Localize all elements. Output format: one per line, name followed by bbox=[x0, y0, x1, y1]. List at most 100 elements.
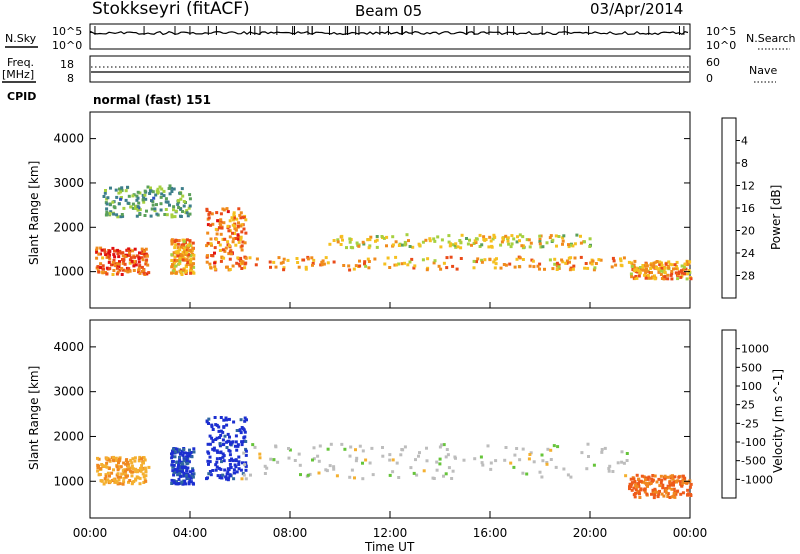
power-cell bbox=[619, 257, 622, 261]
velocity-cell bbox=[686, 488, 690, 492]
nsky-tick-bottom: 10^0 bbox=[52, 39, 82, 52]
velocity-cell bbox=[215, 457, 219, 461]
power-cell bbox=[527, 238, 531, 242]
power-cell bbox=[165, 213, 169, 217]
velocity-cell bbox=[417, 454, 420, 458]
power-cell bbox=[167, 187, 171, 190]
power-cell bbox=[120, 273, 124, 276]
power-cell bbox=[652, 261, 656, 265]
velocity-cell bbox=[228, 435, 231, 439]
power-cell bbox=[213, 267, 217, 271]
velocity-cell bbox=[120, 472, 124, 476]
power-cell bbox=[176, 202, 180, 206]
velocity-cell bbox=[108, 474, 111, 478]
velocity-cell bbox=[243, 416, 247, 420]
power-cell bbox=[493, 235, 497, 239]
power-cell bbox=[304, 265, 308, 269]
power-cell bbox=[489, 239, 493, 243]
power-cell bbox=[183, 270, 187, 274]
power-cell bbox=[140, 247, 144, 251]
power-cell bbox=[635, 276, 639, 280]
velocity-cell bbox=[175, 460, 179, 464]
power-cell bbox=[119, 196, 123, 199]
power-colorbar-tick-label: 4 bbox=[741, 135, 748, 148]
power-cell bbox=[126, 185, 129, 189]
power-cell bbox=[440, 238, 444, 242]
power-cell bbox=[637, 274, 641, 278]
power-cell bbox=[254, 263, 258, 267]
velocity-cell bbox=[240, 426, 244, 429]
power-cell bbox=[231, 231, 234, 235]
velocity-cell bbox=[556, 445, 560, 449]
velocity-cell bbox=[102, 482, 106, 486]
power-cell bbox=[586, 266, 590, 270]
power-cell bbox=[219, 212, 223, 216]
velocity-colorbar-tick-label: 25 bbox=[741, 399, 755, 412]
power-cell bbox=[174, 243, 178, 247]
power-cell bbox=[445, 266, 449, 270]
power-cell bbox=[181, 194, 185, 198]
velocity-cell bbox=[637, 477, 641, 481]
velocity-cell bbox=[174, 450, 178, 454]
power-cell bbox=[630, 275, 634, 279]
velocity-cell bbox=[234, 458, 238, 462]
power-cell bbox=[588, 237, 592, 241]
power-cell bbox=[244, 256, 248, 260]
power-cell bbox=[101, 267, 105, 271]
power-cell bbox=[373, 257, 377, 261]
velocity-cell bbox=[637, 482, 641, 485]
power-cell bbox=[610, 265, 614, 269]
power-cell bbox=[645, 269, 649, 273]
velocity-cell bbox=[243, 463, 247, 467]
velocity-cell bbox=[96, 469, 100, 473]
power-cell bbox=[124, 189, 128, 193]
power-cell bbox=[209, 242, 213, 246]
power-cell bbox=[518, 233, 522, 237]
power-cell bbox=[413, 264, 417, 268]
velocity-cell bbox=[178, 455, 181, 459]
velocity-cell bbox=[335, 474, 339, 478]
velocity-cell bbox=[135, 469, 139, 472]
velocity-cell bbox=[225, 472, 229, 476]
velocity-cell bbox=[662, 494, 666, 498]
power-cell bbox=[170, 190, 174, 193]
power-ytick-label: 2000 bbox=[53, 220, 84, 234]
power-cell bbox=[568, 268, 572, 272]
velocity-cell bbox=[209, 473, 213, 477]
velocity-cell bbox=[672, 492, 676, 495]
velocity-cell bbox=[249, 473, 252, 477]
power-cell bbox=[179, 268, 183, 272]
velocity-cell bbox=[670, 495, 674, 499]
power-cell bbox=[108, 249, 112, 253]
velocity-cell bbox=[229, 466, 233, 470]
velocity-cell bbox=[121, 469, 125, 473]
power-cell bbox=[138, 208, 142, 212]
power-cell bbox=[632, 263, 636, 267]
power-cell bbox=[659, 266, 663, 270]
power-cell bbox=[177, 199, 180, 202]
power-cell bbox=[311, 263, 314, 267]
velocity-cell bbox=[646, 482, 650, 485]
velocity-cell bbox=[170, 482, 174, 485]
power-cell bbox=[311, 262, 315, 265]
power-cell bbox=[474, 241, 478, 244]
power-cell bbox=[162, 194, 166, 198]
velocity-cell bbox=[237, 462, 241, 466]
velocity-cell bbox=[177, 448, 181, 452]
power-cell bbox=[584, 262, 588, 265]
power-cell bbox=[551, 238, 555, 242]
velocity-cell bbox=[258, 452, 262, 456]
velocity-cell bbox=[329, 442, 333, 446]
velocity-cell bbox=[219, 451, 223, 455]
power-cell bbox=[388, 266, 392, 269]
velocity-cell bbox=[244, 477, 248, 481]
power-cell bbox=[487, 245, 491, 249]
velocity-cell bbox=[223, 468, 227, 472]
power-cell bbox=[408, 260, 412, 264]
velocity-cell bbox=[608, 464, 612, 468]
power-cell bbox=[500, 240, 504, 244]
velocity-cell bbox=[226, 439, 230, 443]
power-cell bbox=[111, 246, 115, 250]
power-cell bbox=[645, 267, 648, 271]
velocity-cell bbox=[210, 423, 214, 427]
